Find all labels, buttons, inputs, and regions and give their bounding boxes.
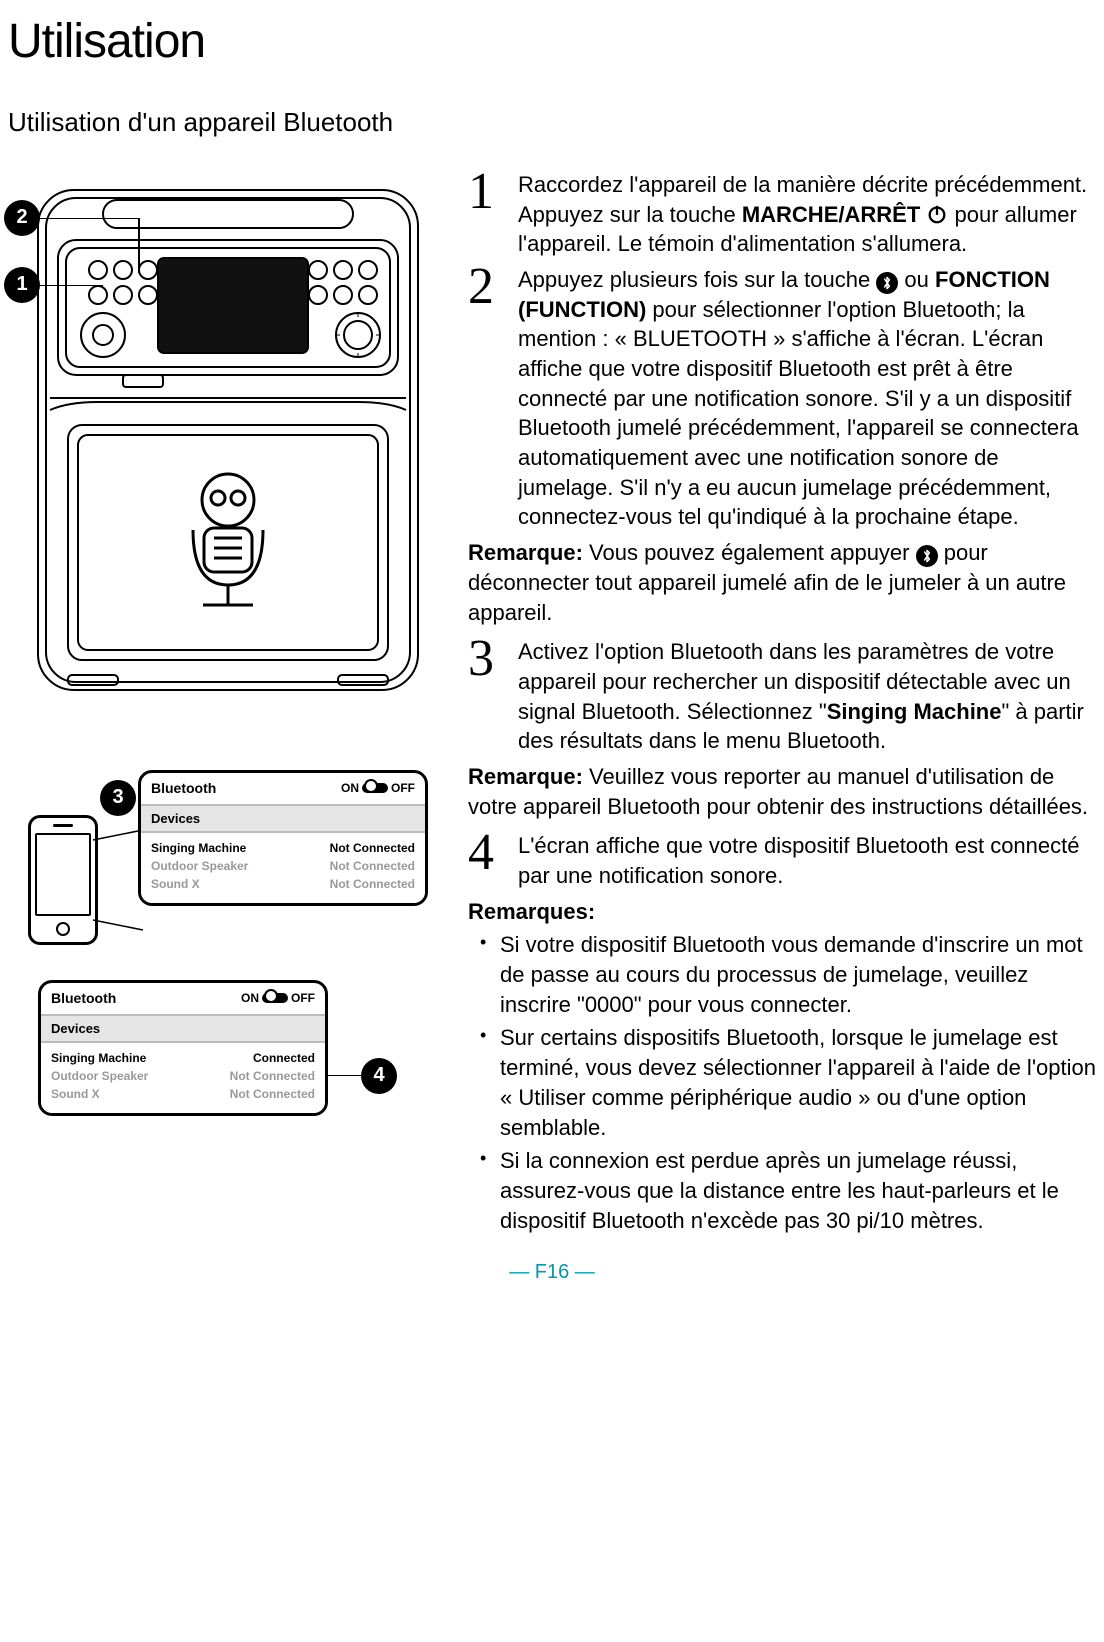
remarque-1: Remarque: Vous pouvez également appuyer …: [468, 538, 1096, 627]
remarque-2-label: Remarque:: [468, 764, 583, 789]
note-item: Si votre dispositif Bluetooth vous deman…: [478, 930, 1096, 1019]
bluetooth-icon: [876, 272, 898, 294]
bt-header-label: Bluetooth: [51, 989, 116, 1008]
bt-header-label: Bluetooth: [151, 779, 216, 798]
callout-line-2v: [138, 218, 140, 273]
bt-panel-connected: Bluetooth ON OFF Devices Singing Machine…: [38, 980, 328, 1116]
note-item: Sur certains dispositifs Bluetooth, lors…: [478, 1023, 1096, 1142]
step-3: 3 Activez l'option Bluetooth dans les pa…: [468, 637, 1096, 756]
page-subtitle: Utilisation d'un appareil Bluetooth: [8, 105, 1096, 140]
step-1-bold: MARCHE/ARRÊT: [742, 202, 920, 227]
bt-device-row: Singing MachineNot Connected: [151, 839, 415, 857]
callout-badge-2: 2: [4, 200, 40, 236]
remarque-1-label: Remarque:: [468, 540, 583, 565]
bt-toggle: ON OFF: [341, 780, 415, 796]
step-4-text: L'écran affiche que votre dispositif Blu…: [518, 833, 1079, 888]
remarque-1-text: Vous pouvez également appuyer: [583, 540, 916, 565]
callout-line-4: [328, 1075, 363, 1077]
right-column: 1 Raccordez l'appareil de la manière déc…: [468, 170, 1096, 1239]
page-title: Utilisation: [8, 10, 1096, 75]
step-2-text-b: ou: [898, 267, 935, 292]
callout-badge-4: 4: [361, 1058, 397, 1094]
bt-device-row: Outdoor SpeakerNot Connected: [151, 857, 415, 875]
device-illustration: [8, 170, 438, 700]
step-1: 1 Raccordez l'appareil de la manière déc…: [468, 170, 1096, 259]
power-icon: [926, 203, 948, 225]
bt-panel-not-connected: Bluetooth ON OFF Devices Singing Machine…: [138, 770, 428, 906]
bt-toggle: ON OFF: [241, 990, 315, 1006]
step-number: 3: [468, 633, 518, 756]
bt-devices-label: Devices: [41, 1016, 325, 1044]
callout-badge-1: 1: [4, 267, 40, 303]
step-number: 1: [468, 166, 518, 259]
page-footer: — F16 —: [8, 1259, 1096, 1286]
step-4: 4 L'écran affiche que votre dispositif B…: [468, 831, 1096, 890]
bt-device-row: Singing MachineConnected: [51, 1049, 315, 1067]
callout-line-2: [38, 218, 138, 220]
step-2: 2 Appuyez plusieurs fois sur la touche o…: [468, 265, 1096, 532]
step-2-text-a: Appuyez plusieurs fois sur la touche: [518, 267, 876, 292]
step-2-text-c: pour sélectionner l'option Bluetooth; la…: [518, 297, 1079, 530]
step-number: 2: [468, 261, 518, 532]
remarque-2: Remarque: Veuillez vous reporter au manu…: [468, 762, 1096, 821]
left-column: 2 1: [8, 170, 448, 1239]
bt-devices-label: Devices: [141, 806, 425, 834]
bt-device-row: Outdoor SpeakerNot Connected: [51, 1067, 315, 1085]
callout-badge-3: 3: [100, 780, 136, 816]
device-figure: 2 1: [8, 170, 448, 710]
step-3-bold: Singing Machine: [827, 699, 1002, 724]
bt-device-row: Sound XNot Connected: [51, 1085, 315, 1103]
bluetooth-panels: Bluetooth ON OFF Devices Singing Machine…: [8, 770, 448, 1190]
bluetooth-icon: [916, 545, 938, 567]
note-item: Si la connexion est perdue après un jume…: [478, 1146, 1096, 1235]
page-columns: 2 1: [8, 170, 1096, 1239]
callout-line-1: [38, 285, 103, 287]
bt-device-row: Sound XNot Connected: [151, 875, 415, 893]
step-number: 4: [468, 827, 518, 890]
notes-heading: Remarques:: [468, 897, 1096, 927]
notes-list: Si votre dispositif Bluetooth vous deman…: [478, 930, 1096, 1235]
